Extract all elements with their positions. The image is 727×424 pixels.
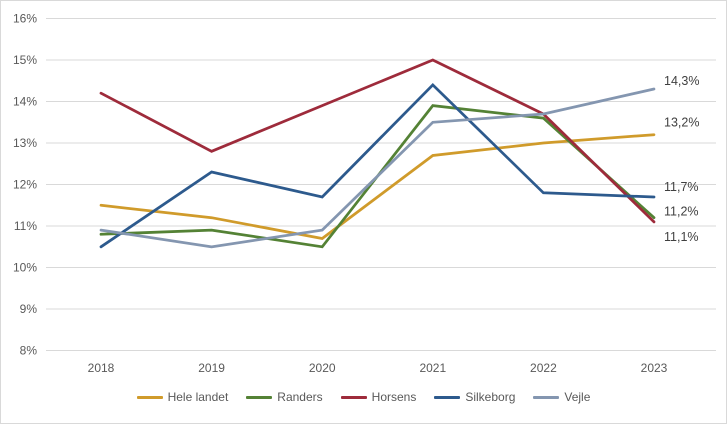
data-label-randers: 11,2% <box>664 205 699 219</box>
series-line-silkeborg <box>99 82 656 249</box>
legend-item-hele-landet: Hele landet <box>136 390 229 404</box>
chart-legend: Hele landet Randers Horsens Silkeborg Vejle <box>1 391 726 403</box>
data-label-hele-landet: 13,2% <box>664 116 699 130</box>
y-tick-label-9%: 9% <box>20 302 38 316</box>
line-chart-plot: 8% 9% 10% 11% 12% 13% 14% 15% 16% 2018 2019 2020 202… <box>13 12 716 375</box>
series-line-horsens <box>99 58 656 224</box>
x-tick-label-2018: 2018 <box>88 361 115 375</box>
legend-item-horsens: Horsens <box>340 390 417 404</box>
legend-swatch-silkeborg <box>434 395 461 399</box>
x-tick-label-2021: 2021 <box>419 361 446 375</box>
x-tick-label-2020: 2020 <box>309 361 336 375</box>
series-line-hele-landet <box>99 133 656 240</box>
legend-swatch-vejle <box>533 395 560 399</box>
y-tick-label-14%: 14% <box>13 95 37 109</box>
y-tick-label-11%: 11% <box>14 219 37 233</box>
data-label-silkeborg: 11,7% <box>664 180 699 194</box>
legend-label-vejle: Vejle <box>564 390 591 404</box>
y-tick-label-16%: 16% <box>13 12 37 26</box>
y-tick-label-10%: 10% <box>13 261 37 275</box>
series-line-vejle <box>99 87 656 249</box>
legend-swatch-randers <box>246 395 273 399</box>
data-label-vejle: 14,3% <box>664 74 699 88</box>
x-tick-label-2022: 2022 <box>530 361 557 375</box>
y-tick-label-13%: 13% <box>13 136 37 150</box>
legend-label-randers: Randers <box>277 390 323 404</box>
x-tick-label-2019: 2019 <box>198 361 225 375</box>
legend-swatch-horsens <box>340 395 367 399</box>
legend-label-silkeborg: Silkeborg <box>465 390 516 404</box>
legend-item-randers: Randers <box>246 390 323 404</box>
legend-item-silkeborg: Silkeborg <box>434 391 515 403</box>
legend-swatch-hele-landet <box>136 395 163 399</box>
data-label-horsens: 11,1% <box>664 230 699 244</box>
legend-label-hele-landet: Hele landet <box>167 390 229 404</box>
y-tick-label-8%: 8% <box>20 344 38 358</box>
legend-label-horsens: Horsens <box>371 390 417 404</box>
legend-item-vejle: Vejle <box>533 391 590 403</box>
y-tick-label-12%: 12% <box>13 178 37 192</box>
x-tick-label-2023: 2023 <box>641 361 668 375</box>
y-tick-label-15%: 15% <box>13 53 37 67</box>
